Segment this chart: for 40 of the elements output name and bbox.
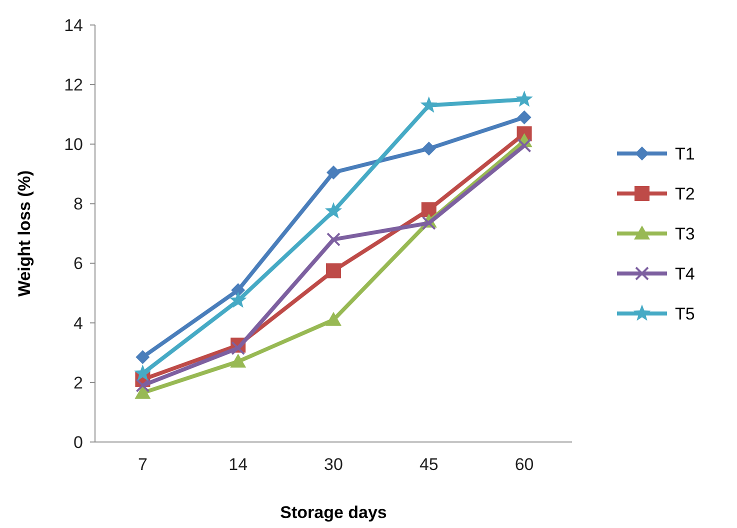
- point: [324, 202, 342, 218]
- point: [231, 283, 246, 298]
- y-tick-label: 8: [74, 194, 83, 214]
- point: [326, 165, 340, 180]
- x-axis-title: Storage days: [280, 503, 387, 522]
- point: [517, 138, 532, 153]
- legend-label: T3: [675, 224, 695, 244]
- legend-label: T2: [675, 184, 695, 204]
- point: [516, 90, 533, 107]
- point: [422, 142, 436, 156]
- legend-label: T5: [675, 304, 695, 324]
- point: [231, 341, 246, 356]
- point: [326, 312, 342, 326]
- point: [326, 263, 341, 278]
- x-tick-label: 45: [419, 455, 438, 474]
- y-tick-label: 12: [64, 76, 83, 95]
- legend-label: T4: [675, 264, 695, 284]
- point: [326, 232, 340, 246]
- point: [422, 216, 436, 230]
- point: [230, 354, 246, 368]
- y-axis-title: Weight loss (%): [15, 170, 34, 297]
- x-tick-label: 30: [324, 455, 343, 474]
- x-tick-label: 60: [514, 455, 534, 474]
- point: [517, 110, 532, 124]
- point: [136, 350, 150, 364]
- point: [134, 364, 152, 381]
- legend-label: T1: [675, 144, 695, 164]
- point: [134, 384, 151, 399]
- y-tick-label: 14: [64, 16, 83, 35]
- point: [421, 202, 436, 218]
- y-tick-label: 2: [74, 373, 83, 392]
- point: [230, 292, 247, 308]
- x-tick-label: 14: [228, 455, 248, 474]
- point: [420, 96, 438, 113]
- y-tick-label: 4: [74, 314, 83, 333]
- y-tick-label: 0: [74, 432, 83, 452]
- y-tick-label: 6: [74, 254, 83, 274]
- x-tick-label: 7: [138, 455, 148, 474]
- y-tick-label: 10: [64, 135, 83, 154]
- point: [136, 378, 150, 392]
